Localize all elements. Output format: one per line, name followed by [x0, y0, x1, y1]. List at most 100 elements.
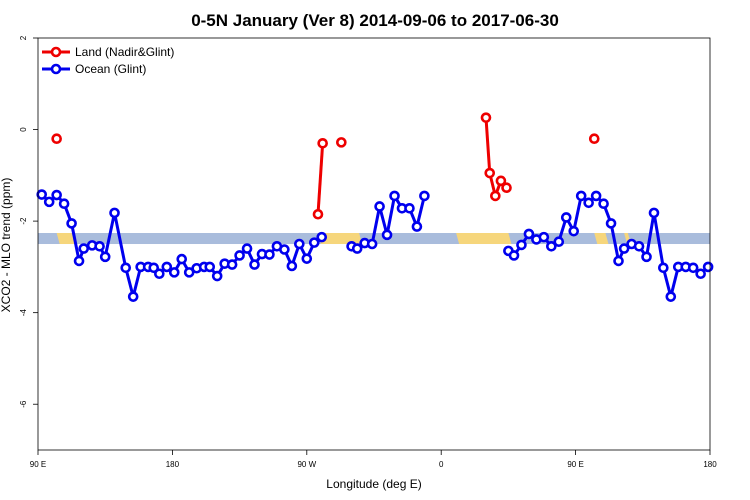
band-land-segment: [594, 233, 609, 245]
ocean-data-point: [598, 198, 609, 210]
x-tick-label: 90 E: [567, 460, 583, 469]
ocean-data-point: [665, 291, 677, 302]
ocean-data-point: [301, 253, 313, 264]
ocean-data-point: [161, 261, 173, 273]
ocean-data-point: [73, 255, 85, 267]
y-axis-label: XCO2 - MLO trend (ppm): [0, 178, 13, 313]
band-land-segment: [56, 233, 75, 245]
legend-label-ocean: Ocean (Glint): [75, 62, 146, 76]
x-tick-label: 90 E: [30, 460, 46, 469]
land-data-point: [336, 137, 347, 148]
ocean-data-point: [575, 190, 587, 202]
land-data-point: [501, 182, 512, 193]
y-tick-label: -2: [19, 217, 28, 225]
ocean-data-point: [99, 251, 111, 263]
ocean-data-point: [560, 212, 572, 223]
ocean-data-point: [381, 229, 393, 241]
ocean-data-point: [51, 189, 62, 201]
ocean-data-point: [176, 253, 188, 265]
ocean-data-point: [94, 240, 105, 252]
ocean-data-point: [605, 218, 617, 229]
ocean-data-point: [211, 270, 223, 282]
ocean-data-point: [154, 268, 165, 280]
legend-item-land: Land (Nadir&Glint): [42, 45, 174, 59]
ocean-data-point: [374, 201, 385, 212]
x-axis: 90 E 180 90 W 0 90 E 180: [30, 450, 717, 469]
band-land-segment: [456, 233, 512, 245]
ocean-data-point: [702, 261, 714, 273]
ocean-series: [36, 189, 714, 302]
y-tick-label: -4: [19, 309, 28, 317]
ocean-data-point: [109, 207, 120, 219]
land-data-point: [588, 133, 600, 145]
ocean-data-point: [78, 243, 90, 254]
ocean-data-point: [234, 250, 245, 261]
ocean-data-point: [508, 250, 520, 261]
y-tick-label: 0: [19, 127, 28, 132]
ocean-data-point: [546, 240, 557, 252]
ocean-data-point: [404, 202, 415, 214]
ocean-data-point: [226, 259, 238, 270]
ocean-data-point: [568, 225, 580, 237]
land-data-point: [317, 137, 328, 149]
plot-frame: [37, 37, 711, 451]
ocean-data-point: [120, 262, 132, 274]
y-tick-label: 2: [19, 35, 28, 40]
legend-marker-ocean: [50, 63, 62, 75]
x-tick-label: 0: [439, 460, 444, 469]
ocean-data-point: [618, 243, 630, 254]
land-series-line: [316, 143, 325, 215]
ocean-data-point: [286, 260, 298, 272]
ocean-data-point: [583, 197, 594, 209]
land-data-point: [312, 208, 324, 220]
x-axis-label: Longitude (deg E): [326, 477, 421, 491]
x-tick-label: 180: [166, 460, 180, 469]
ocean-data-point: [204, 261, 216, 273]
land-series: [51, 112, 600, 220]
ocean-data-point: [294, 238, 305, 250]
ocean-data-point: [36, 189, 48, 200]
legend-label-land: Land (Nadir&Glint): [75, 45, 174, 59]
ocean-data-point: [264, 249, 275, 260]
ocean-data-point: [538, 231, 550, 243]
ocean-data-point: [351, 243, 363, 254]
ocean-data-point: [658, 262, 669, 274]
chart-title: 0-5N January (Ver 8) 2014-09-06 to 2017-…: [191, 11, 559, 30]
ocean-data-point: [183, 267, 195, 278]
legend: Land (Nadir&Glint) Ocean (Glint): [42, 45, 174, 76]
ocean-data-point: [389, 190, 400, 202]
ocean-data-point: [43, 196, 55, 208]
ocean-data-point: [58, 198, 70, 210]
ocean-data-point: [695, 268, 706, 280]
land-data-point: [51, 133, 62, 145]
ocean-data-point: [633, 240, 645, 252]
ocean-data-point: [641, 251, 652, 263]
x-tick-label: 90 W: [297, 460, 316, 469]
ocean-data-point: [523, 228, 535, 240]
ocean-data-point: [516, 239, 527, 251]
ocean-data-point: [148, 262, 160, 274]
ocean-data-point: [66, 218, 77, 229]
land-data-point: [490, 190, 501, 202]
ocean-data-point: [687, 262, 699, 274]
y-axis: 2 0 -2 -4 -6: [19, 35, 38, 408]
ocean-data-point: [419, 190, 430, 202]
ocean-data-point: [553, 236, 565, 248]
legend-item-ocean: Ocean (Glint): [42, 62, 146, 76]
ocean-data-point: [316, 231, 328, 243]
land-data-point: [480, 112, 492, 123]
ocean-data-point: [590, 190, 602, 202]
ocean-data-point: [127, 291, 139, 302]
ocean-data-point: [241, 243, 253, 254]
ocean-data-point: [648, 207, 660, 219]
ocean-data-point: [411, 221, 423, 232]
legend-marker-land: [50, 46, 62, 58]
ocean-series-line: [507, 194, 710, 299]
x-tick-label: 180: [703, 460, 717, 469]
ocean-data-point: [366, 238, 378, 250]
y-tick-label: -6: [19, 400, 28, 408]
ocean-data-point: [249, 259, 260, 270]
ocean-data-point: [613, 255, 624, 267]
ocean-data-point: [279, 244, 290, 255]
